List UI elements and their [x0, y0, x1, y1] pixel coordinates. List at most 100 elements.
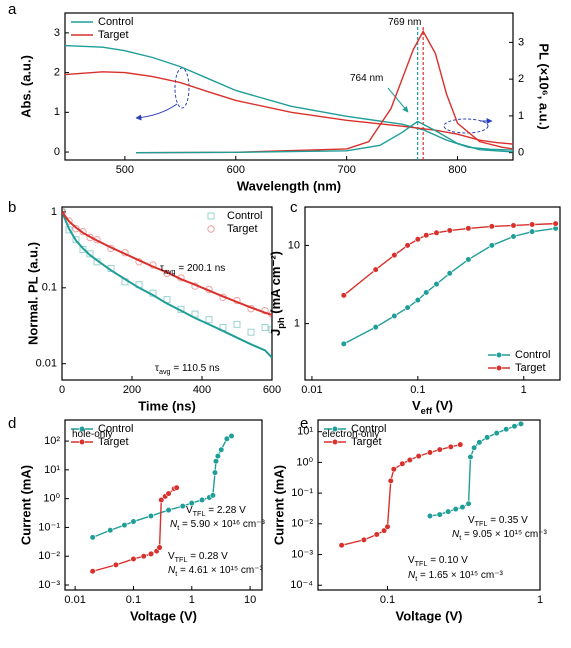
x-tick-label: 10: [244, 594, 256, 606]
y-axis-label: Current (mA): [271, 465, 286, 545]
series-line: [429, 423, 522, 517]
x-tick-label: 0.1: [126, 594, 141, 606]
point: [130, 555, 137, 563]
panel-letter: a: [8, 1, 17, 18]
text-part: t: [177, 523, 179, 532]
point: [529, 228, 536, 235]
point: [426, 512, 434, 520]
text-part: = 0.28 V: [187, 551, 228, 562]
point: [436, 446, 443, 453]
text-part: = 2.28 V: [205, 505, 246, 516]
point: [510, 233, 517, 240]
point: [476, 439, 483, 446]
point: [89, 534, 96, 541]
legend-marker: [207, 212, 215, 220]
y-tick-label: 10¹: [297, 426, 313, 438]
y-tick-label: 3: [54, 27, 60, 39]
point: [503, 426, 510, 433]
frame: [64, 419, 263, 591]
x-tick-label: 0.01: [301, 384, 322, 396]
legend-label: Control: [98, 423, 133, 435]
point: [107, 527, 114, 534]
point: [198, 496, 206, 504]
frame: [317, 419, 541, 591]
data: [338, 420, 525, 549]
text-part: 764 nm: [350, 73, 383, 84]
legend-marker: [331, 425, 339, 433]
point: [158, 496, 165, 504]
data: [89, 432, 235, 575]
ellipse: [174, 67, 190, 109]
point: [452, 506, 459, 513]
x-tick-label: 0.1: [410, 384, 425, 396]
point: [147, 512, 155, 520]
x-tick-label: 700: [337, 164, 355, 176]
point: [465, 500, 472, 507]
x-tick-label: 1: [521, 384, 527, 396]
point: [268, 326, 272, 334]
text-part: = 4.61 × 10¹⁵ cm⁻³: [177, 565, 263, 576]
text-part: J: [268, 329, 283, 336]
annotation: τavg = 200.1 ns: [160, 263, 225, 277]
text-part: V: [168, 551, 175, 562]
point: [459, 504, 466, 511]
y-tick-label: 10¹: [44, 464, 60, 476]
panel-a-decor: [135, 67, 493, 134]
point: [72, 225, 80, 233]
legend-label: Control: [98, 16, 133, 28]
y-tick-label: 10⁰: [296, 456, 313, 468]
panel: b 0 200 400 600 0.01 0.1 1 Time (ns) Normal. PL (…: [8, 199, 281, 413]
point: [446, 227, 453, 234]
point: [446, 270, 453, 277]
text-part: hole-only: [72, 429, 113, 440]
annotation: VTFL = 0.28 V: [168, 551, 228, 565]
x-tick-label: 500: [116, 164, 134, 176]
point: [484, 434, 491, 441]
panel-letter: b: [8, 199, 16, 216]
text-part: V: [186, 505, 193, 516]
frame: [304, 206, 561, 381]
point: [457, 441, 464, 448]
legend-marker: [207, 225, 215, 233]
text-part: = 110.5 ns: [171, 363, 220, 374]
text-part: τ: [155, 363, 159, 374]
legend-marker: [78, 425, 86, 433]
annotation: 764 nm: [350, 73, 383, 84]
point: [414, 236, 421, 243]
point: [465, 225, 472, 232]
point: [360, 536, 368, 543]
point: [62, 208, 66, 216]
annotation: Nt = 1.65 × 10¹⁵ cm⁻³: [408, 570, 503, 584]
point: [156, 544, 163, 551]
point: [373, 531, 380, 538]
x-axis-label: Voltage (V): [396, 608, 463, 623]
y2-tick-label: 1: [518, 110, 524, 122]
series-line: [62, 211, 272, 316]
x-axis-label: Wavelength (nm): [237, 178, 341, 193]
text-part: N: [168, 565, 176, 576]
text-part: TFL: [475, 519, 488, 528]
series-line: [135, 120, 513, 154]
x-tick-label: 0.1: [380, 594, 395, 606]
y-axis-label: Current (mA): [18, 465, 33, 545]
point: [465, 256, 472, 263]
x-axis-label: Veff (V): [412, 398, 453, 416]
text-part: V: [412, 398, 421, 413]
y-axis-label: Jph (mA cm⁻²): [268, 251, 286, 336]
point: [340, 292, 347, 299]
point: [212, 458, 220, 465]
point: [511, 423, 518, 430]
text-part: electron-only: [322, 429, 379, 440]
x-tick-label: 0: [59, 384, 65, 396]
text-part: = 1.65 × 10¹⁵ cm⁻³: [417, 570, 503, 581]
point: [391, 312, 398, 320]
arrow: [387, 87, 409, 113]
y-tick-label: 10⁻³: [291, 548, 313, 560]
legend-marker: [78, 438, 86, 446]
annotation: τavg = 110.5 ns: [155, 363, 220, 377]
x-axis-label: Voltage (V): [130, 608, 197, 623]
y-tick-label: 0.01: [36, 358, 57, 370]
point: [384, 523, 391, 530]
annotation: Nt = 9.05 × 10¹⁵ cm⁻³: [452, 529, 547, 543]
y-axis-label: Normal. PL (a.u.): [25, 242, 40, 345]
